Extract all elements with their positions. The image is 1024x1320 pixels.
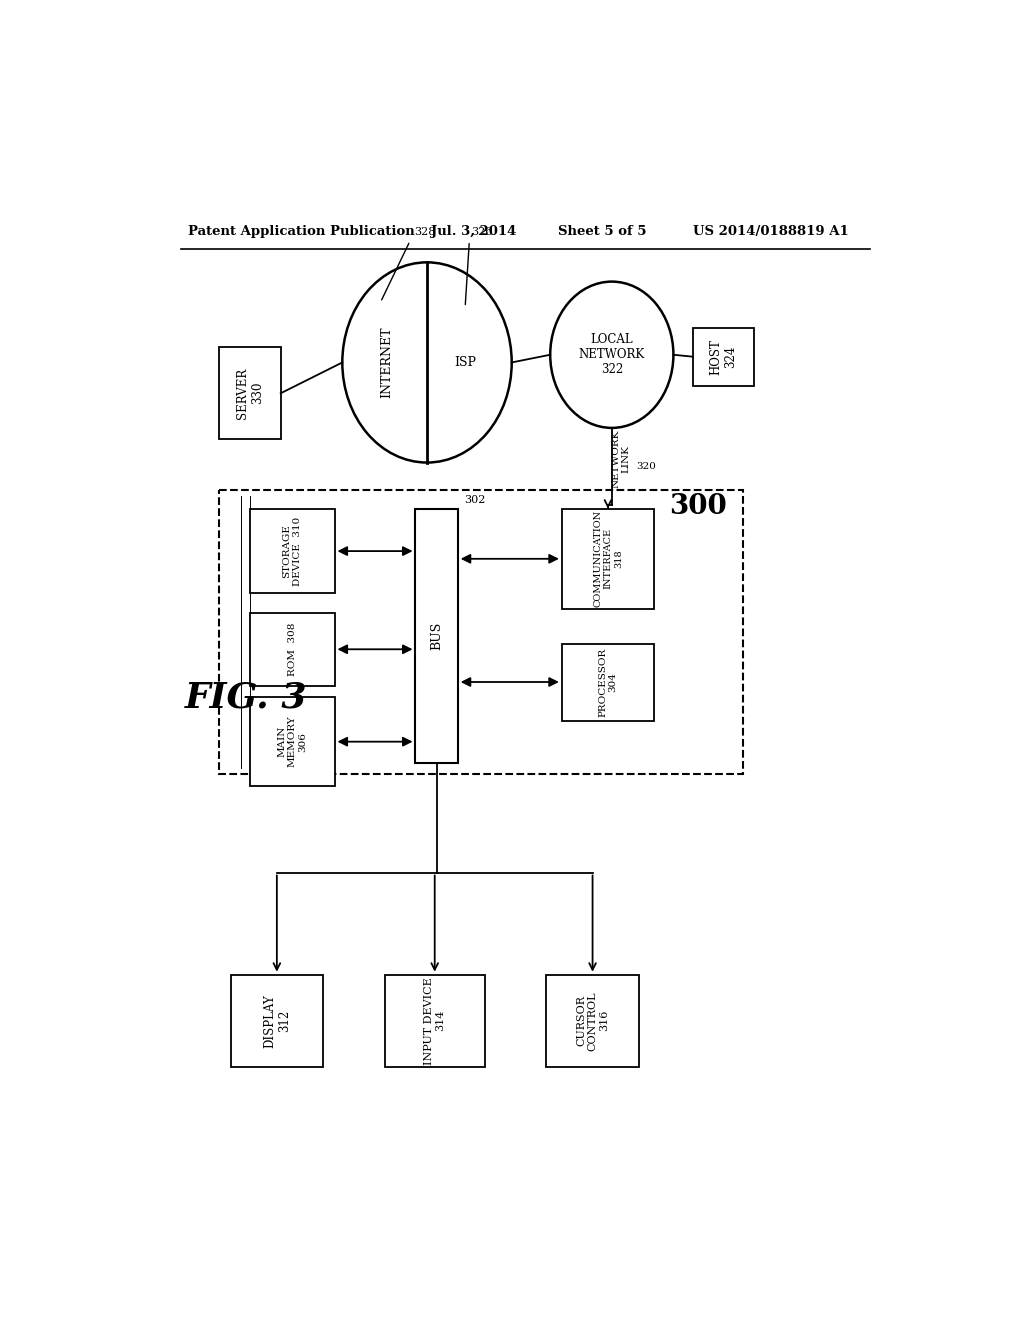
Text: BUS: BUS xyxy=(430,622,443,649)
Text: Sheet 5 of 5: Sheet 5 of 5 xyxy=(558,224,646,238)
Bar xyxy=(416,508,458,763)
Bar xyxy=(219,347,281,440)
Text: 302: 302 xyxy=(464,495,485,506)
Text: STORAGE
DEVICE  310: STORAGE DEVICE 310 xyxy=(283,516,302,586)
Bar xyxy=(547,974,639,1067)
Text: LOCAL
NETWORK
322: LOCAL NETWORK 322 xyxy=(579,333,645,376)
Text: Jul. 3, 2014: Jul. 3, 2014 xyxy=(431,224,516,238)
Bar xyxy=(230,974,323,1067)
Text: FIG. 3: FIG. 3 xyxy=(184,680,307,714)
Text: ISP: ISP xyxy=(454,356,476,370)
Text: ROM  308: ROM 308 xyxy=(288,623,297,676)
Bar xyxy=(385,974,484,1067)
Bar xyxy=(250,508,335,594)
Text: US 2014/0188819 A1: US 2014/0188819 A1 xyxy=(692,224,849,238)
Text: MAIN
MEMORY
306: MAIN MEMORY 306 xyxy=(278,715,307,767)
Ellipse shape xyxy=(342,263,512,462)
Text: CURSOR
CONTROL
316: CURSOR CONTROL 316 xyxy=(575,991,609,1051)
Bar xyxy=(250,697,335,785)
Bar xyxy=(692,327,755,385)
Text: COMMUNICATION
INTERFACE
318: COMMUNICATION INTERFACE 318 xyxy=(593,511,623,607)
Bar xyxy=(562,644,654,721)
Text: INPUT DEVICE
314: INPUT DEVICE 314 xyxy=(424,977,445,1065)
Text: 328: 328 xyxy=(415,227,435,236)
Text: SERVER
330: SERVER 330 xyxy=(236,368,264,418)
Bar xyxy=(250,612,335,686)
Text: 320: 320 xyxy=(637,462,656,471)
Bar xyxy=(562,508,654,609)
Bar xyxy=(219,490,742,775)
Text: PROCESSOR
304: PROCESSOR 304 xyxy=(598,647,617,717)
Text: NETWORK
LINK: NETWORK LINK xyxy=(611,429,631,488)
Text: DISPLAY
312: DISPLAY 312 xyxy=(263,994,291,1048)
Text: INTERNET: INTERNET xyxy=(380,327,393,399)
Text: Patent Application Publication: Patent Application Publication xyxy=(188,224,415,238)
Text: 300: 300 xyxy=(670,494,727,520)
Text: HOST
324: HOST 324 xyxy=(710,339,737,375)
Text: 326: 326 xyxy=(471,227,493,236)
Ellipse shape xyxy=(550,281,674,428)
